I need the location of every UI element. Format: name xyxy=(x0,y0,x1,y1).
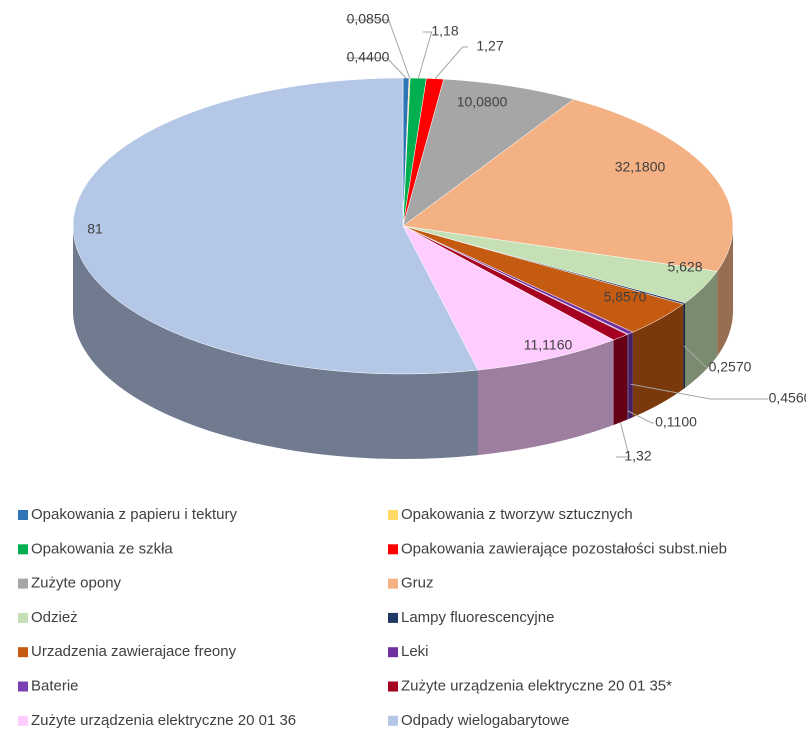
data-label: 0,2570 xyxy=(709,359,752,375)
slice-side xyxy=(627,334,629,420)
data-label: 1,32 xyxy=(624,448,651,464)
legend-swatch xyxy=(388,578,398,589)
slice xyxy=(402,225,615,371)
legend-swatch xyxy=(388,510,398,520)
legend-swatch xyxy=(18,578,28,589)
data-label: 0,4400 xyxy=(347,49,390,65)
legend-label: Opakowania zawierające pozostałości subs… xyxy=(401,540,727,557)
leader-line xyxy=(627,410,654,424)
legend-label: Odpady wielogabarytowe xyxy=(401,712,569,729)
leader-line xyxy=(346,19,411,79)
slice xyxy=(72,77,479,375)
slice-side xyxy=(683,302,686,390)
data-label: 10,0800 xyxy=(457,94,508,110)
legend-label: Gruz xyxy=(401,575,434,592)
legend-label: Opakowania z tworzyw sztucznych xyxy=(401,506,633,523)
legend-swatch xyxy=(18,681,28,692)
slice-side xyxy=(613,334,628,425)
legend-label: Odzież xyxy=(31,609,78,626)
slice xyxy=(402,99,734,272)
leader-line xyxy=(434,46,468,80)
leader-line xyxy=(616,422,630,458)
data-label: 11,1160 xyxy=(524,337,573,353)
slice-side xyxy=(632,304,684,418)
slice xyxy=(402,78,575,227)
legend-label: Baterie xyxy=(31,677,79,694)
data-label: 1,18 xyxy=(431,23,458,39)
slice-side xyxy=(685,271,718,388)
legend-label: Zużyte urządzenia elektryczne 20 01 35* xyxy=(401,677,672,694)
data-label: 5,628 xyxy=(667,259,702,275)
legend-swatch xyxy=(388,715,398,726)
data-label: 5,8570 xyxy=(604,289,647,305)
legend-swatch xyxy=(388,544,398,555)
legend-swatch xyxy=(18,715,28,726)
legend-label: Lampy fluorescencyjne xyxy=(401,609,554,626)
data-label: 1,27 xyxy=(476,38,503,54)
legend-swatch xyxy=(388,612,398,623)
legend-swatch xyxy=(18,647,28,658)
data-label: 32,1800 xyxy=(615,159,666,175)
legend-swatch xyxy=(388,647,398,658)
data-label: 81 xyxy=(87,221,103,237)
legend-label: Zużyte opony xyxy=(31,575,122,592)
slice-side xyxy=(73,226,479,459)
legend-label: Zużyte urządzenia elektryczne 20 01 36 xyxy=(31,712,296,729)
leader-line xyxy=(417,31,433,79)
leader-line xyxy=(683,345,708,369)
legend-swatch xyxy=(18,612,28,623)
legend-swatch xyxy=(18,510,28,520)
legend-label: Leki xyxy=(401,643,429,660)
legend-swatch xyxy=(18,544,28,555)
data-label: 0,1100 xyxy=(655,414,697,430)
legend-label: Urzadzenia zawierajace freony xyxy=(31,643,237,660)
slice-side xyxy=(717,226,733,357)
data-label: 0,0850 xyxy=(347,11,390,27)
legend-label: Opakowania ze szkła xyxy=(31,540,173,557)
slice-side xyxy=(478,339,614,456)
leader-line xyxy=(630,383,768,400)
legend-swatch xyxy=(388,681,398,692)
leader-line xyxy=(346,57,407,79)
slice-side xyxy=(628,332,633,420)
legend-label: Opakowania z papieru i tektury xyxy=(31,506,237,523)
